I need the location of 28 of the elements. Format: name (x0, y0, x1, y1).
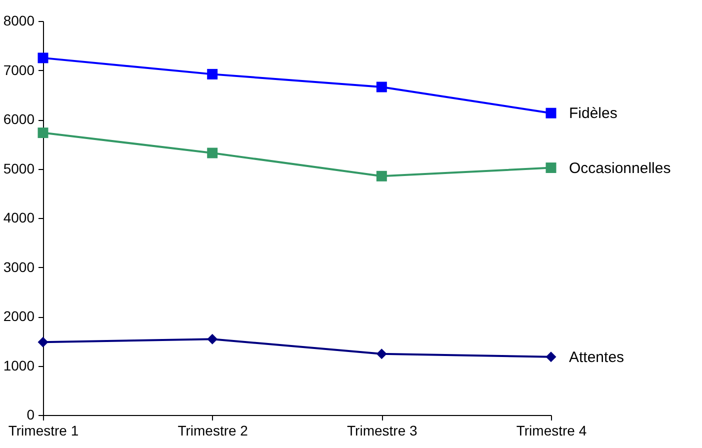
point (38, 52, 48, 64)
point (207, 334, 218, 344)
x-tick-label: Trimestre 3 (347, 422, 418, 438)
x-tick-label: Trimestre 4 (516, 422, 587, 438)
y-tick-label: 2000 (3, 308, 35, 324)
point (376, 348, 387, 360)
y-tick-label: 7000 (3, 62, 35, 78)
point (207, 68, 218, 80)
y-tick-label: 3000 (3, 258, 35, 275)
point (546, 162, 556, 174)
point (546, 352, 556, 362)
x-tick-label: Trimestre 1 (8, 422, 79, 438)
series-label: Attentes (569, 348, 624, 366)
y-tick-label: 8000 (3, 12, 35, 28)
series-label: Fidèles (569, 105, 618, 122)
y-tick-label: 0 (26, 406, 35, 422)
series-label: Occasionnelles (569, 160, 671, 177)
y-tick-label: 6000 (3, 111, 35, 127)
point (546, 108, 556, 118)
point (376, 170, 387, 182)
x-tick-label: Trimestre 2 (178, 422, 248, 438)
point (376, 82, 387, 92)
point (207, 148, 218, 158)
y-tick-label: 1000 (3, 357, 35, 374)
point (38, 336, 48, 348)
point (38, 128, 48, 138)
y-tick-label: 5000 (3, 160, 35, 176)
y-tick-label: 4000 (3, 210, 35, 226)
